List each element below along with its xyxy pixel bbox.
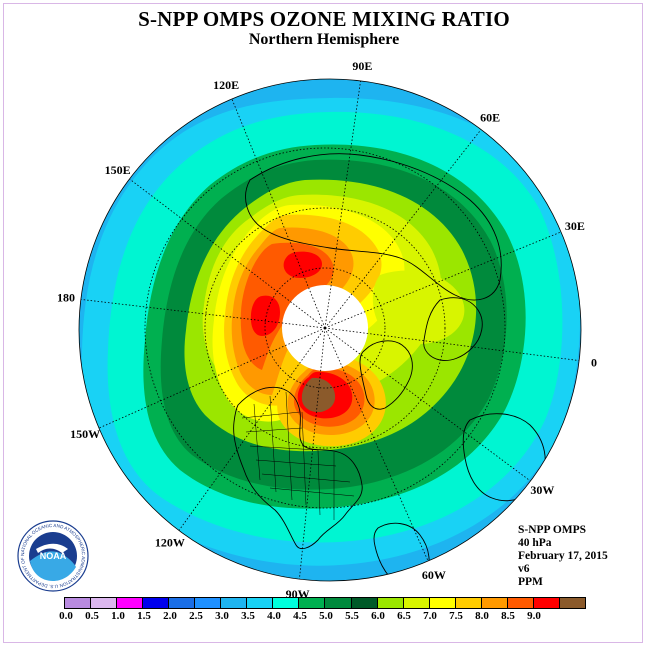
coastline-europe [423, 297, 483, 361]
coastline-asia [245, 153, 502, 301]
meridian-line [129, 178, 326, 329]
colorbar-tick-label: 6.5 [397, 610, 411, 622]
colorbar-tick-label: 0.5 [85, 610, 99, 622]
noaa-logo: NATIONAL OCEANIC AND ATMOSPHERIC ADMINIS… [16, 519, 89, 592]
colorbar-segment [221, 598, 248, 608]
longitude-label: 60W [422, 568, 446, 582]
colorbar-segment [429, 598, 456, 608]
colorbar-tick-label: 5.0 [319, 610, 333, 622]
map-subtitle: Northern Hemisphere [248, 31, 400, 48]
longitude-label: 30E [565, 219, 585, 233]
colorbar-segment [91, 598, 118, 608]
meridian-line [231, 98, 326, 329]
info-line-level: 40 hPa [518, 537, 552, 549]
colorbar-segment [507, 598, 534, 608]
meridian-line [98, 327, 326, 429]
colorbar-segment [195, 598, 222, 608]
longitude-label: 150E [105, 163, 131, 177]
colorbar-segment [325, 598, 352, 608]
noaa-logo-text: NOAA [40, 551, 67, 561]
ozone-band-8-5-north [283, 251, 322, 278]
colorbar-tick-label: 9.0 [527, 610, 541, 622]
coastline-greenland [359, 340, 413, 410]
info-line-units: PPM [518, 576, 543, 588]
meridian-line [324, 327, 580, 361]
meridian-line [324, 231, 562, 329]
latitude-circle [204, 207, 446, 449]
colorbar-tick-label: 3.0 [215, 610, 229, 622]
page-frame [3, 3, 643, 643]
colorbar-tick-label: 2.0 [163, 610, 177, 622]
info-line-version: v6 [518, 563, 530, 575]
colorbar-segment [351, 598, 378, 608]
longitude-label: 30W [530, 483, 554, 497]
colorbar-tick-label: 4.0 [267, 610, 281, 622]
longitude-label: 150W [70, 427, 100, 441]
globe-outline [78, 78, 582, 582]
meridian-line [324, 327, 531, 482]
latitude-circle [144, 147, 506, 509]
political-boundaries-na [241, 391, 355, 520]
coastline-south-america [373, 522, 430, 581]
colorbar-tick-label: 4.5 [293, 610, 307, 622]
meridian-line [324, 327, 429, 562]
colorbar-ticks: 0.0 0.5 1.0 1.5 2.0 2.5 3.0 3.5 4.0 4.5 5.0 5.5 6.0 6… [59, 610, 584, 624]
colorbar-segment [481, 598, 508, 608]
colorbar-tick-label: 7.0 [423, 610, 437, 622]
colorbar-tick-label: 0.0 [59, 610, 73, 622]
meridian-line [299, 327, 326, 580]
colorbar-segment [169, 598, 196, 608]
colorbar-tick-label: 1.0 [111, 610, 125, 622]
colorbar-segment [377, 598, 404, 608]
colorbar-tick-label: 8.5 [501, 610, 515, 622]
colorbar-segment [273, 598, 300, 608]
map-title: S-NPP OMPS OZONE MIXING RATIO [138, 7, 510, 31]
colorbar [64, 597, 586, 609]
ozone-tongue-east [372, 270, 465, 344]
longitude-label: 90E [352, 59, 372, 73]
longitude-label: 120W [155, 535, 185, 549]
longitude-label: 0 [591, 355, 597, 369]
colorbar-segment [533, 598, 560, 608]
longitude-label: 60E [480, 111, 500, 125]
colorbar-segment [299, 598, 326, 608]
info-line-date: February 17, 2015 [518, 550, 608, 562]
colorbar-tick-label: 3.5 [241, 610, 255, 622]
colorbar-segment [247, 598, 274, 608]
meridian-line [80, 299, 326, 329]
colorbar-tick-label: 1.5 [137, 610, 151, 622]
longitude-label: 120E [213, 78, 239, 92]
colorbar-tick-label: 2.5 [189, 610, 203, 622]
colorbar-segment [117, 598, 144, 608]
colorbar-tick-label: 6.0 [371, 610, 385, 622]
longitude-label: 180 [57, 291, 75, 305]
colorbar-tick-label: 7.5 [449, 610, 463, 622]
colorbar-segment [65, 598, 92, 608]
colorbar-segment [403, 598, 430, 608]
colorbar-tick-label: 5.5 [345, 610, 359, 622]
map-info: S-NPP OMPS 40 hPa February 17, 2015 v6 P… [518, 524, 608, 589]
colorbar-tick-label: 8.0 [475, 610, 489, 622]
info-line-instrument: S-NPP OMPS [518, 524, 587, 536]
colorbar-segment [559, 598, 585, 608]
latitude-circle [264, 267, 386, 389]
meridian-line [324, 129, 482, 329]
ozone-band-8-5-west [250, 295, 280, 336]
colorbar-segment [455, 598, 482, 608]
colorbar-segment [143, 598, 170, 608]
